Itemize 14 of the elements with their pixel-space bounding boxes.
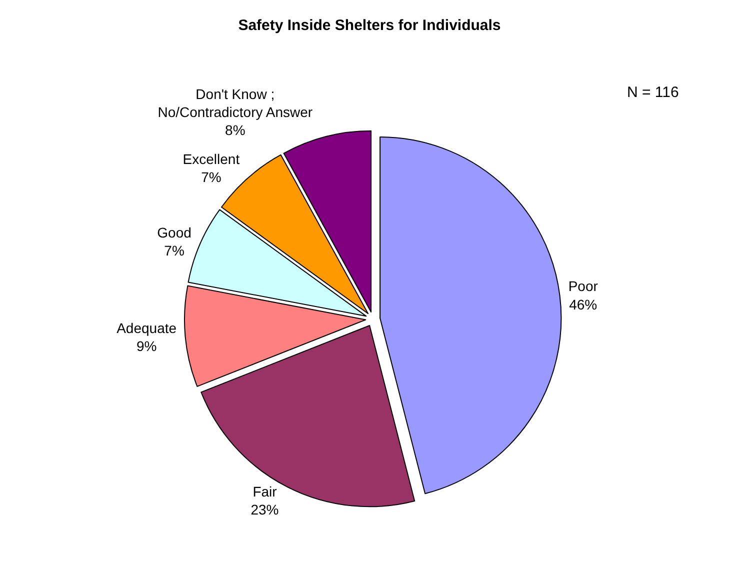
data-label: 7% xyxy=(164,242,184,259)
slice-label: Adequate xyxy=(116,320,177,336)
text: N = 116 xyxy=(627,84,679,101)
slice-label: Good xyxy=(157,224,192,240)
data-label: 7% xyxy=(201,169,222,186)
data-label: 8% xyxy=(225,122,246,138)
slice-label: Excellent xyxy=(182,151,240,168)
data-label: 46% xyxy=(569,296,598,312)
slice-label: Don't Know ; No/Contradictory Answer xyxy=(158,86,313,120)
data-label: 9% xyxy=(136,338,157,354)
slice-label: Fair xyxy=(252,483,278,500)
chart-title: Safety Inside Shelters for Individuals xyxy=(238,17,501,34)
slice-label: Poor xyxy=(568,278,598,294)
data-label: 23% xyxy=(250,502,279,518)
